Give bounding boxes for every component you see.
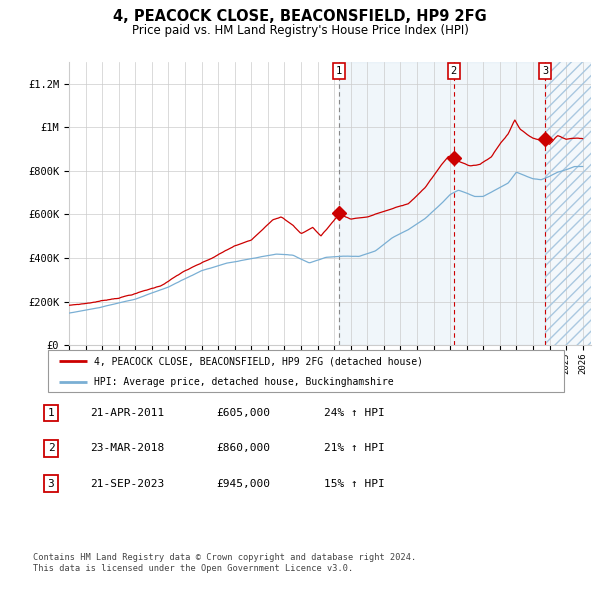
Text: 21-SEP-2023: 21-SEP-2023: [90, 479, 164, 489]
Text: HPI: Average price, detached house, Buckinghamshire: HPI: Average price, detached house, Buck…: [94, 377, 394, 386]
Text: This data is licensed under the Open Government Licence v3.0.: This data is licensed under the Open Gov…: [33, 565, 353, 573]
Text: 2: 2: [451, 66, 457, 76]
Text: £605,000: £605,000: [216, 408, 270, 418]
Text: 1: 1: [47, 408, 55, 418]
Bar: [545, 62, 591, 345]
Text: Contains HM Land Registry data © Crown copyright and database right 2024.: Contains HM Land Registry data © Crown c…: [33, 553, 416, 562]
Bar: [339, 62, 545, 345]
Text: 3: 3: [542, 66, 548, 76]
Text: 2: 2: [47, 444, 55, 453]
Bar: [545, 62, 591, 345]
Text: 24% ↑ HPI: 24% ↑ HPI: [324, 408, 385, 418]
Text: 21% ↑ HPI: 21% ↑ HPI: [324, 444, 385, 453]
Text: 23-MAR-2018: 23-MAR-2018: [90, 444, 164, 453]
FancyBboxPatch shape: [48, 350, 564, 392]
Text: Price paid vs. HM Land Registry's House Price Index (HPI): Price paid vs. HM Land Registry's House …: [131, 24, 469, 37]
Text: 15% ↑ HPI: 15% ↑ HPI: [324, 479, 385, 489]
Text: 21-APR-2011: 21-APR-2011: [90, 408, 164, 418]
Text: 3: 3: [47, 479, 55, 489]
Text: £860,000: £860,000: [216, 444, 270, 453]
Text: 4, PEACOCK CLOSE, BEACONSFIELD, HP9 2FG (detached house): 4, PEACOCK CLOSE, BEACONSFIELD, HP9 2FG …: [94, 356, 424, 366]
Text: 1: 1: [336, 66, 342, 76]
Text: 4, PEACOCK CLOSE, BEACONSFIELD, HP9 2FG: 4, PEACOCK CLOSE, BEACONSFIELD, HP9 2FG: [113, 9, 487, 24]
Text: £945,000: £945,000: [216, 479, 270, 489]
